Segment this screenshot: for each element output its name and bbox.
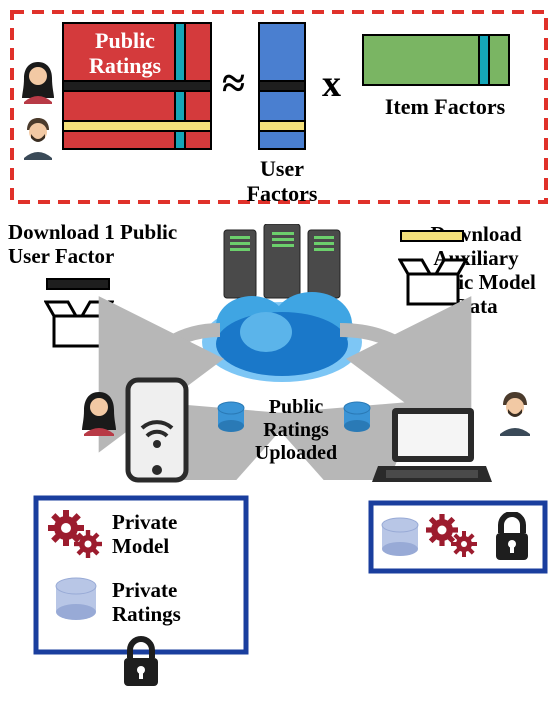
- private-model-label: Private Model: [112, 510, 222, 558]
- item-factors-label: Item Factors: [370, 94, 520, 119]
- downloaded-aux-factor-icon: [400, 230, 464, 242]
- approx-symbol: ≈: [222, 60, 245, 108]
- disk-icon: [342, 400, 372, 434]
- female-avatar-icon: [18, 58, 58, 104]
- private-ratings-label: Private Ratings: [112, 578, 222, 626]
- times-symbol: x: [322, 62, 341, 106]
- phone-icon: [124, 376, 190, 484]
- lock-icon: [490, 512, 534, 562]
- uploaded-label: Public Ratings Uploaded: [246, 396, 346, 465]
- male-avatar-icon: [18, 114, 58, 160]
- public-ratings-matrix: Public Ratings: [62, 22, 212, 150]
- user-factors-label: User Factors: [236, 156, 328, 207]
- disk-icon: [380, 516, 420, 558]
- lock-icon: [118, 636, 164, 688]
- gears-icon: [46, 508, 106, 560]
- disk-icon: [216, 400, 246, 434]
- user-factors-matrix: [258, 22, 306, 150]
- item-factors-matrix: [362, 34, 510, 86]
- gears-icon: [424, 512, 480, 560]
- disk-icon: [54, 576, 98, 622]
- female-avatar-icon: [78, 388, 120, 436]
- download-left-label: Download 1 Public User Factor: [8, 220, 208, 268]
- laptop-icon: [372, 404, 492, 488]
- public-ratings-label: Public Ratings: [70, 28, 180, 79]
- male-avatar-icon: [494, 388, 536, 436]
